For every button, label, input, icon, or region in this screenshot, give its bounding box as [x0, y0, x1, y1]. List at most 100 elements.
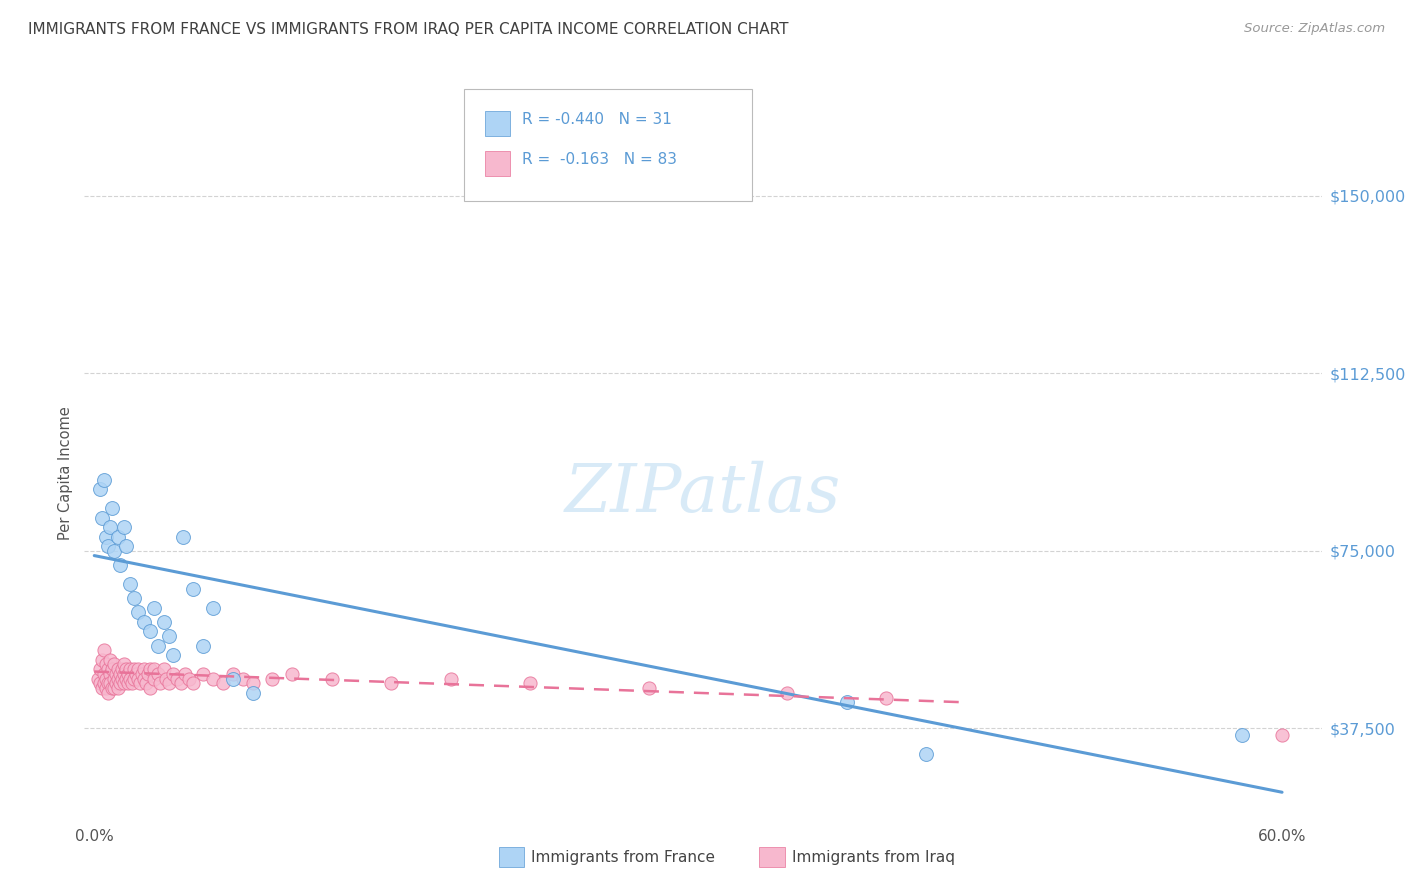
- Point: [93, 676, 115, 690]
- Point: [115, 662, 138, 676]
- Point: [138, 624, 160, 639]
- Point: [170, 676, 193, 690]
- Point: [281, 667, 304, 681]
- Point: [152, 662, 174, 676]
- Point: [142, 672, 165, 686]
- Point: [439, 672, 461, 686]
- Point: [191, 667, 214, 681]
- Point: [94, 681, 117, 695]
- Point: [97, 539, 120, 553]
- Point: [519, 676, 541, 690]
- Point: [115, 539, 138, 553]
- Point: [108, 676, 131, 690]
- Point: [112, 657, 135, 672]
- Point: [202, 672, 225, 686]
- Point: [122, 672, 145, 686]
- Point: [89, 662, 111, 676]
- Point: [101, 681, 124, 695]
- Point: [103, 544, 125, 558]
- Point: [89, 483, 111, 497]
- Point: [181, 676, 204, 690]
- Point: [91, 681, 114, 695]
- Point: [637, 681, 659, 695]
- Point: [131, 667, 153, 681]
- Point: [136, 667, 159, 681]
- Point: [115, 672, 138, 686]
- Point: [146, 639, 169, 653]
- Point: [98, 676, 121, 690]
- Point: [107, 681, 129, 695]
- Point: [105, 667, 128, 681]
- Point: [142, 662, 165, 676]
- Point: [380, 676, 402, 690]
- Point: [127, 662, 149, 676]
- Point: [122, 591, 145, 606]
- Point: [155, 672, 177, 686]
- Point: [111, 672, 134, 686]
- Point: [105, 676, 128, 690]
- Point: [162, 648, 184, 662]
- Point: [232, 672, 254, 686]
- Text: IMMIGRANTS FROM FRANCE VS IMMIGRANTS FROM IRAQ PER CAPITA INCOME CORRELATION CHA: IMMIGRANTS FROM FRANCE VS IMMIGRANTS FRO…: [28, 22, 789, 37]
- Point: [166, 672, 188, 686]
- Point: [172, 530, 194, 544]
- Point: [132, 615, 155, 629]
- Point: [138, 662, 160, 676]
- Point: [181, 582, 204, 596]
- Point: [202, 600, 225, 615]
- Point: [121, 676, 143, 690]
- Point: [101, 501, 124, 516]
- Point: [93, 473, 115, 487]
- Point: [101, 662, 124, 676]
- Point: [142, 600, 165, 615]
- Point: [103, 681, 125, 695]
- Point: [152, 615, 174, 629]
- Point: [112, 667, 135, 681]
- Point: [97, 662, 120, 676]
- Point: [91, 510, 114, 524]
- Point: [132, 662, 155, 676]
- Point: [162, 667, 184, 681]
- Point: [94, 530, 117, 544]
- Point: [138, 681, 160, 695]
- Point: [107, 530, 129, 544]
- Point: [118, 662, 141, 676]
- Y-axis label: Per Capita Income: Per Capita Income: [58, 406, 73, 540]
- Point: [108, 558, 131, 572]
- Point: [222, 667, 245, 681]
- Point: [149, 676, 172, 690]
- Point: [91, 653, 114, 667]
- Text: Immigrants from France: Immigrants from France: [531, 850, 716, 864]
- Point: [94, 657, 117, 672]
- Point: [94, 672, 117, 686]
- Point: [89, 676, 111, 690]
- Point: [117, 667, 139, 681]
- Text: Immigrants from Iraq: Immigrants from Iraq: [792, 850, 955, 864]
- Point: [179, 672, 201, 686]
- Point: [122, 662, 145, 676]
- Point: [321, 672, 343, 686]
- Point: [135, 676, 157, 690]
- Text: R = -0.440   N = 31: R = -0.440 N = 31: [522, 112, 672, 127]
- Point: [87, 672, 110, 686]
- Point: [111, 662, 134, 676]
- Text: Source: ZipAtlas.com: Source: ZipAtlas.com: [1244, 22, 1385, 36]
- Point: [103, 672, 125, 686]
- Point: [174, 667, 197, 681]
- Point: [98, 653, 121, 667]
- Point: [222, 672, 245, 686]
- Point: [776, 686, 799, 700]
- Point: [117, 676, 139, 690]
- Point: [159, 676, 181, 690]
- Point: [98, 520, 121, 534]
- Point: [1232, 728, 1254, 742]
- Point: [98, 667, 121, 681]
- Point: [127, 672, 149, 686]
- Point: [103, 657, 125, 672]
- Point: [97, 676, 120, 690]
- Point: [97, 686, 120, 700]
- Point: [159, 629, 181, 643]
- Point: [93, 667, 115, 681]
- Point: [262, 672, 284, 686]
- Point: [112, 676, 135, 690]
